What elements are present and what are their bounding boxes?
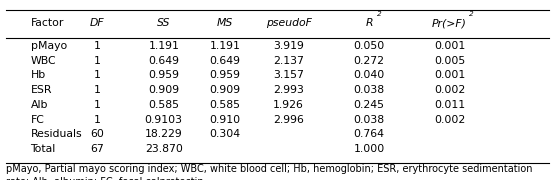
Text: Alb: Alb [31, 100, 48, 110]
Text: 1.000: 1.000 [354, 144, 385, 154]
Text: 0.585: 0.585 [209, 100, 240, 110]
Text: R: R [365, 18, 373, 28]
Text: 0.959: 0.959 [148, 70, 179, 80]
Text: 3.919: 3.919 [273, 41, 304, 51]
Text: 1.191: 1.191 [209, 41, 240, 51]
Text: MS: MS [216, 18, 233, 28]
Text: 1.191: 1.191 [148, 41, 179, 51]
Text: 0.002: 0.002 [434, 115, 465, 125]
Text: 1: 1 [94, 115, 100, 125]
Text: 0.001: 0.001 [434, 70, 465, 80]
Text: 0.910: 0.910 [209, 115, 240, 125]
Text: 3.157: 3.157 [273, 70, 304, 80]
Text: 0.040: 0.040 [354, 70, 385, 80]
Text: 2.137: 2.137 [273, 56, 304, 66]
Text: Pr(>F): Pr(>F) [432, 18, 467, 28]
Text: 60: 60 [90, 129, 104, 140]
Text: 0.038: 0.038 [354, 115, 385, 125]
Text: 0.002: 0.002 [434, 85, 465, 95]
Text: WBC: WBC [31, 56, 56, 66]
Text: 0.245: 0.245 [354, 100, 385, 110]
Text: Hb: Hb [31, 70, 46, 80]
Text: ESR: ESR [31, 85, 52, 95]
Text: 0.304: 0.304 [209, 129, 240, 140]
Text: 18.229: 18.229 [145, 129, 183, 140]
Text: 0.038: 0.038 [354, 85, 385, 95]
Text: Factor: Factor [31, 18, 64, 28]
Text: 67: 67 [90, 144, 104, 154]
Text: Total: Total [31, 144, 56, 154]
Text: 0.649: 0.649 [209, 56, 240, 66]
Text: SS: SS [157, 18, 170, 28]
Text: 0.959: 0.959 [209, 70, 240, 80]
Text: 1.926: 1.926 [273, 100, 304, 110]
Text: 2.993: 2.993 [273, 85, 304, 95]
Text: 0.909: 0.909 [209, 85, 240, 95]
Text: DF: DF [90, 18, 104, 28]
Text: 2: 2 [377, 10, 381, 17]
Text: Residuals: Residuals [31, 129, 82, 140]
Text: 0.272: 0.272 [354, 56, 385, 66]
Text: 1: 1 [94, 56, 100, 66]
Text: rate; Alb, albumin; FC, fecal calprotectin.: rate; Alb, albumin; FC, fecal calprotect… [6, 177, 206, 180]
Text: 0.005: 0.005 [434, 56, 465, 66]
Text: pMayo, Partial mayo scoring index; WBC, white blood cell; Hb, hemoglobin; ESR, e: pMayo, Partial mayo scoring index; WBC, … [6, 164, 532, 174]
Text: 1: 1 [94, 70, 100, 80]
Text: pMayo: pMayo [31, 41, 67, 51]
Text: 0.585: 0.585 [148, 100, 179, 110]
Text: 0.001: 0.001 [434, 41, 465, 51]
Text: 0.909: 0.909 [148, 85, 179, 95]
Text: 2.996: 2.996 [273, 115, 304, 125]
Text: 0.764: 0.764 [354, 129, 385, 140]
Text: 1: 1 [94, 100, 100, 110]
Text: 0.011: 0.011 [434, 100, 465, 110]
Text: 0.649: 0.649 [148, 56, 179, 66]
Text: pseudoF: pseudoF [266, 18, 311, 28]
Text: 1: 1 [94, 41, 100, 51]
Text: FC: FC [31, 115, 44, 125]
Text: 23.870: 23.870 [145, 144, 183, 154]
Text: 0.9103: 0.9103 [145, 115, 183, 125]
Text: 1: 1 [94, 85, 100, 95]
Text: 2: 2 [470, 10, 474, 17]
Text: 0.050: 0.050 [354, 41, 385, 51]
